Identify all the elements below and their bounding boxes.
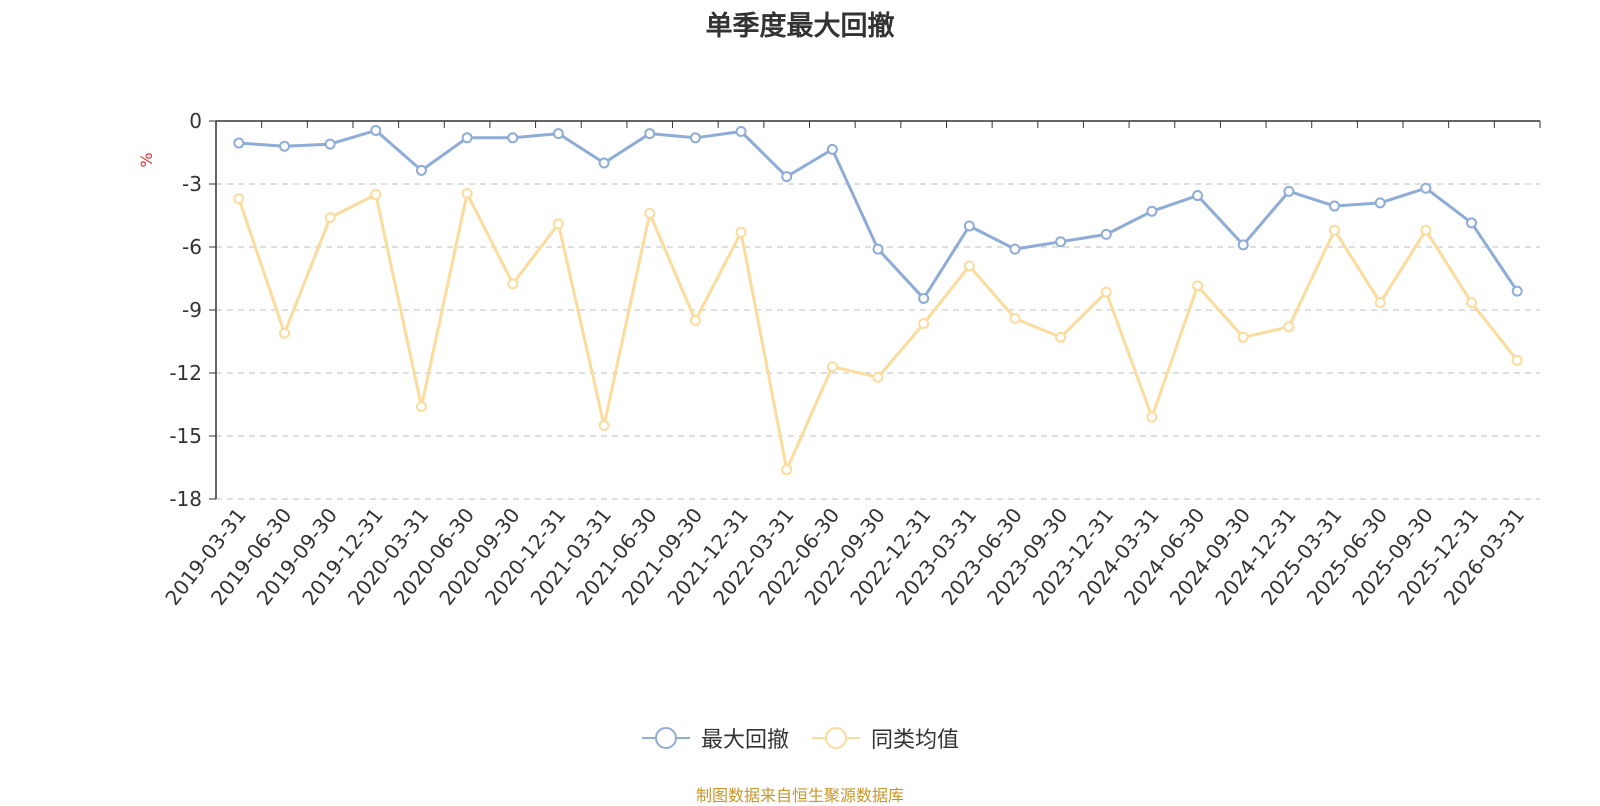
y-tick-label: -18: [169, 487, 202, 511]
data-point[interactable]: [461, 132, 473, 144]
grid-lines: [216, 183, 1540, 500]
data-point[interactable]: [781, 171, 793, 183]
data-point[interactable]: [1511, 285, 1523, 297]
data-point[interactable]: [1374, 297, 1386, 309]
data-point[interactable]: [1283, 185, 1295, 197]
y-axis-label: %: [137, 152, 156, 167]
y-tick-label: -6: [182, 235, 202, 259]
y-tick-label: -9: [182, 298, 202, 322]
y-tick-label: -15: [169, 424, 202, 448]
data-point[interactable]: [644, 207, 656, 219]
data-point[interactable]: [918, 292, 930, 304]
data-point[interactable]: [689, 315, 701, 326]
data-point[interactable]: [872, 371, 884, 383]
data-point[interactable]: [1420, 182, 1432, 194]
legend-marker-icon: [812, 727, 860, 749]
data-point[interactable]: [370, 124, 382, 136]
data-point[interactable]: [689, 132, 701, 144]
data-point[interactable]: [781, 464, 793, 476]
chart-title: 单季度最大回撤: [705, 11, 895, 42]
legend-item-1[interactable]: 同类均值: [811, 722, 959, 754]
data-point[interactable]: [1055, 331, 1067, 343]
series-line-1: [237, 191, 1519, 472]
data-point[interactable]: [1192, 190, 1204, 202]
legend-item-0[interactable]: 最大回撤: [641, 722, 789, 754]
data-point[interactable]: [1237, 239, 1249, 251]
data-point[interactable]: [598, 157, 610, 169]
data-point[interactable]: [918, 318, 930, 330]
legend-label: 同类均值: [871, 728, 960, 753]
data-point[interactable]: [461, 187, 473, 199]
axes: 0-3-6-9-12-15-182019-03-312019-06-302019…: [160, 109, 1541, 610]
series-lines: [233, 124, 1523, 476]
data-point[interactable]: [324, 212, 336, 224]
data-point[interactable]: [1146, 205, 1158, 217]
data-point[interactable]: [552, 128, 564, 140]
data-point[interactable]: [1192, 280, 1204, 292]
data-point[interactable]: [963, 260, 975, 272]
data-point[interactable]: [963, 220, 975, 232]
series-line-0: [238, 128, 1519, 300]
data-point[interactable]: [324, 138, 336, 150]
data-point[interactable]: [644, 128, 656, 140]
data-point[interactable]: [552, 218, 564, 230]
y-tick-label: -12: [169, 361, 202, 385]
data-point[interactable]: [1283, 321, 1295, 333]
data-point[interactable]: [1009, 243, 1021, 255]
data-point[interactable]: [370, 189, 382, 200]
data-point[interactable]: [1511, 354, 1523, 366]
data-point[interactable]: [278, 140, 290, 152]
data-point[interactable]: [1420, 224, 1432, 236]
data-point[interactable]: [415, 164, 427, 176]
data-point[interactable]: [1009, 312, 1021, 324]
legend-label: 最大回撤: [700, 728, 789, 753]
data-point[interactable]: [1237, 331, 1249, 343]
data-point[interactable]: [735, 126, 747, 137]
data-point[interactable]: [826, 143, 838, 155]
data-point[interactable]: [233, 193, 245, 205]
y-tick-label: -3: [182, 172, 202, 196]
data-point[interactable]: [278, 327, 290, 339]
data-point[interactable]: [598, 420, 610, 431]
data-point[interactable]: [507, 278, 519, 290]
data-point[interactable]: [1466, 217, 1478, 229]
data-point[interactable]: [1100, 228, 1112, 240]
data-point[interactable]: [1374, 197, 1386, 209]
data-point[interactable]: [415, 401, 427, 413]
data-point[interactable]: [872, 243, 884, 255]
legend-marker-icon: [641, 727, 690, 749]
data-point[interactable]: [1329, 200, 1341, 212]
source-note: 制图数据来自恒生聚源数据库: [695, 786, 904, 805]
legend: 最大回撤 同类均值: [0, 722, 1600, 754]
data-point[interactable]: [1146, 411, 1158, 423]
data-point[interactable]: [1100, 286, 1112, 298]
data-point[interactable]: [233, 137, 245, 149]
y-tick-label: 0: [189, 109, 202, 133]
data-point[interactable]: [735, 226, 747, 238]
data-point[interactable]: [1466, 297, 1478, 309]
data-point[interactable]: [826, 361, 838, 373]
data-point[interactable]: [1329, 224, 1341, 236]
data-point[interactable]: [1055, 236, 1067, 248]
data-point[interactable]: [507, 132, 519, 144]
